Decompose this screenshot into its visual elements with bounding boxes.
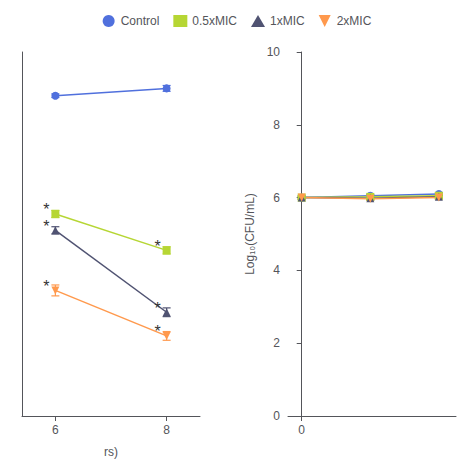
svg-text:*: * xyxy=(43,278,49,295)
svg-text:0: 0 xyxy=(273,409,280,423)
svg-text:*: * xyxy=(154,300,160,317)
svg-text:4: 4 xyxy=(273,263,280,277)
svg-text:2xMIC: 2xMIC xyxy=(337,14,372,28)
svg-text:Log₁₀(CFU/mL): Log₁₀(CFU/mL) xyxy=(243,193,257,275)
svg-text:*: * xyxy=(154,323,160,340)
svg-text:6: 6 xyxy=(52,423,59,437)
svg-text:Control: Control xyxy=(121,14,160,28)
svg-text:1xMIC: 1xMIC xyxy=(270,14,305,28)
svg-text:8: 8 xyxy=(273,118,280,132)
svg-text:6: 6 xyxy=(273,191,280,205)
svg-text:rs): rs) xyxy=(104,445,118,459)
svg-text:*: * xyxy=(43,201,49,218)
svg-text:10: 10 xyxy=(267,45,281,59)
svg-text:0: 0 xyxy=(298,423,305,437)
svg-text:8: 8 xyxy=(163,423,170,437)
svg-text:0.5xMIC: 0.5xMIC xyxy=(192,14,237,28)
svg-text:*: * xyxy=(43,218,49,235)
svg-text:2: 2 xyxy=(273,336,280,350)
svg-text:*: * xyxy=(154,238,160,255)
